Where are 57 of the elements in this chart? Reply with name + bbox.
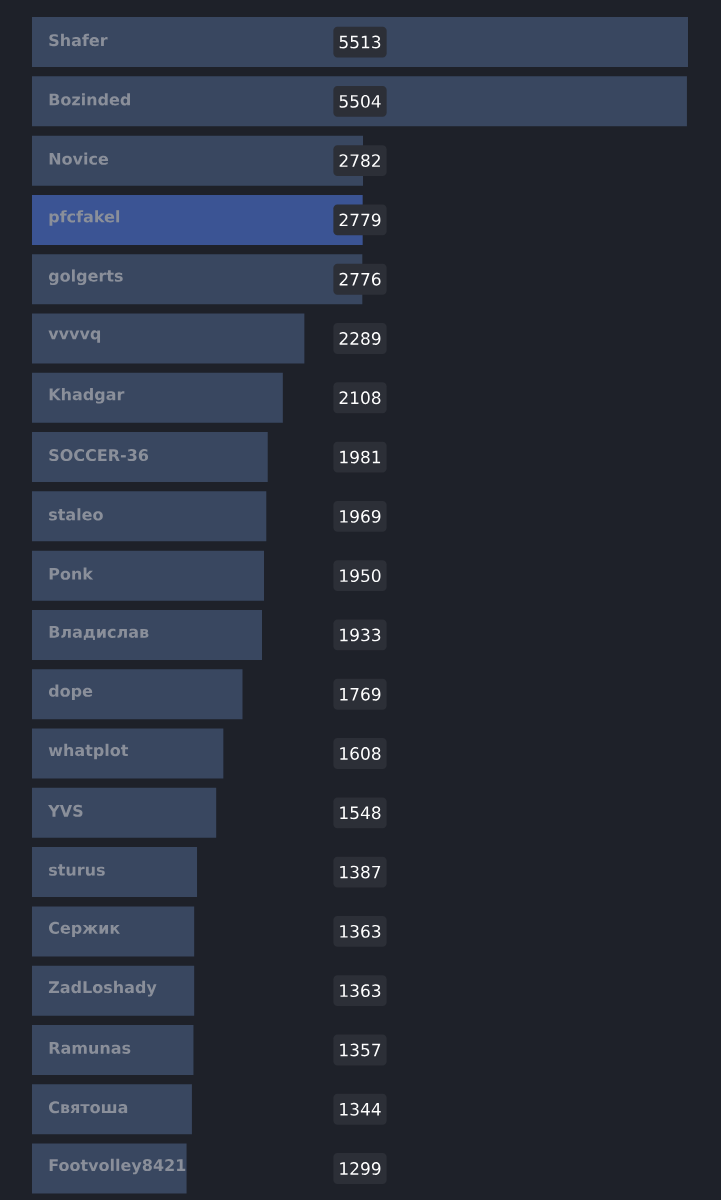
y-tick-label: SOCCER-36 (49, 449, 149, 462)
data-label: 1981 (340, 450, 381, 464)
bar (32, 906, 195, 957)
bar (32, 1084, 192, 1135)
data-label: 1608 (340, 747, 381, 760)
bar (32, 372, 283, 423)
bar (32, 1024, 194, 1075)
bar (32, 609, 263, 660)
bar (32, 550, 265, 601)
y-tick-label: YVS (48, 804, 83, 817)
y-tick-label: Novice (49, 152, 109, 165)
data-label: 1357 (340, 1043, 381, 1057)
bar (32, 1143, 187, 1194)
data-label: 1769 (340, 687, 381, 701)
y-tick-label: Владислав (49, 626, 149, 640)
data-label: 1363 (340, 924, 381, 938)
bar (32, 432, 268, 483)
data-label: 1363 (340, 984, 381, 998)
y-tick-label: whatplot (48, 743, 129, 760)
data-label: 1950 (340, 569, 381, 583)
data-label: 5504 (339, 94, 381, 108)
y-tick-label: Сержик (49, 921, 120, 937)
data-label: 1299 (340, 1162, 381, 1175)
bar (32, 965, 195, 1016)
y-tick-label: golgerts (48, 269, 123, 286)
data-label: 2779 (339, 213, 381, 227)
data-label: 2776 (339, 272, 381, 286)
data-label: 1933 (340, 628, 381, 642)
data-label: 2289 (339, 332, 381, 345)
bar (32, 669, 243, 720)
y-tick-label: Footvolley8421 (49, 1158, 186, 1175)
data-label: 1387 (340, 865, 381, 879)
bar (32, 787, 217, 838)
bar (32, 728, 224, 779)
y-tick-label: ZadLoshady (48, 980, 157, 997)
data-label: 2108 (339, 391, 381, 405)
bar (32, 17, 688, 68)
data-label: 1344 (340, 1102, 381, 1116)
y-tick-label: Ponk (49, 567, 94, 580)
data-label: 5513 (339, 35, 381, 49)
y-tick-label: Khadgar (49, 387, 125, 404)
bar (32, 491, 267, 542)
bar (32, 847, 198, 898)
data-label: 2782 (339, 154, 380, 168)
y-tick-label: Ramunas (49, 1042, 131, 1054)
y-tick-label: staleo (49, 508, 103, 521)
y-tick-label: Shafer (49, 33, 108, 47)
y-tick-label: Святоша (49, 1101, 128, 1114)
y-tick-label: Bozinded (49, 93, 130, 106)
y-tick-label: sturus (49, 864, 105, 876)
y-tick-label: vvvvq (48, 330, 101, 343)
bar (32, 313, 305, 364)
y-tick-label: dope (48, 684, 93, 700)
data-label: 1548 (340, 806, 381, 820)
data-label: 1969 (340, 509, 381, 523)
bar (32, 76, 687, 127)
y-tick-label: pfcfakel (49, 210, 120, 226)
